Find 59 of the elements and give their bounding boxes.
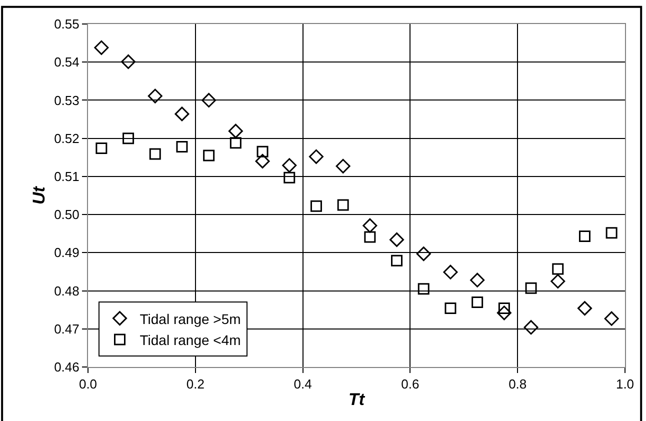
point — [336, 158, 350, 174]
point — [552, 263, 564, 275]
x-tick-label: 0.8 — [508, 376, 527, 392]
point — [282, 158, 297, 173]
point — [390, 232, 404, 247]
point — [444, 302, 456, 314]
y-tick-label: 0.49 — [54, 245, 80, 260]
point — [202, 92, 216, 108]
point — [472, 296, 484, 308]
point — [470, 272, 485, 288]
x-axis-title: Tt — [348, 390, 366, 409]
x-tick-label: 0.6 — [401, 376, 420, 392]
y-tick-label: 0.55 — [54, 16, 80, 32]
point — [228, 124, 243, 138]
y-tick-label: 0.52 — [54, 130, 80, 146]
point — [121, 54, 136, 69]
point — [337, 199, 349, 211]
y-axis-title: Ut — [30, 185, 49, 204]
x-tick-label: 0.0 — [78, 376, 98, 392]
point — [578, 230, 590, 242]
x-tick-label: 0.4 — [294, 376, 312, 392]
point — [148, 88, 162, 104]
y-tick-label: 0.47 — [54, 321, 80, 336]
point — [496, 306, 512, 320]
point — [284, 172, 296, 184]
point — [525, 282, 537, 294]
point — [203, 150, 215, 162]
point — [524, 320, 538, 335]
point — [94, 40, 109, 55]
point — [550, 274, 566, 288]
point — [255, 154, 270, 168]
y-tick-label: 0.54 — [54, 54, 80, 70]
legend-label: Tidal range <4m — [140, 332, 241, 348]
x-tick-label: 0.2 — [186, 376, 204, 392]
point — [418, 283, 430, 295]
y-tick-label: 0.51 — [54, 168, 80, 184]
point — [310, 200, 322, 212]
y-tick-label: 0.53 — [54, 92, 80, 108]
point — [96, 142, 108, 154]
point — [577, 301, 592, 316]
point — [230, 137, 242, 149]
point — [391, 254, 403, 266]
point — [416, 246, 431, 262]
x-tick-label: 1.0 — [616, 376, 634, 392]
point — [606, 227, 618, 239]
point — [176, 140, 188, 152]
point — [604, 311, 619, 326]
y-tick-label: 0.48 — [54, 283, 80, 298]
y-tick-label: 0.50 — [54, 207, 80, 222]
point — [122, 132, 134, 144]
point — [149, 148, 161, 160]
point — [308, 149, 324, 164]
point — [174, 106, 190, 122]
point — [256, 146, 268, 158]
legend-label: Tidal range >5m — [140, 310, 241, 327]
point — [443, 264, 458, 280]
point — [362, 218, 378, 233]
point — [364, 231, 376, 243]
y-tick-label: 0.46 — [54, 360, 80, 375]
